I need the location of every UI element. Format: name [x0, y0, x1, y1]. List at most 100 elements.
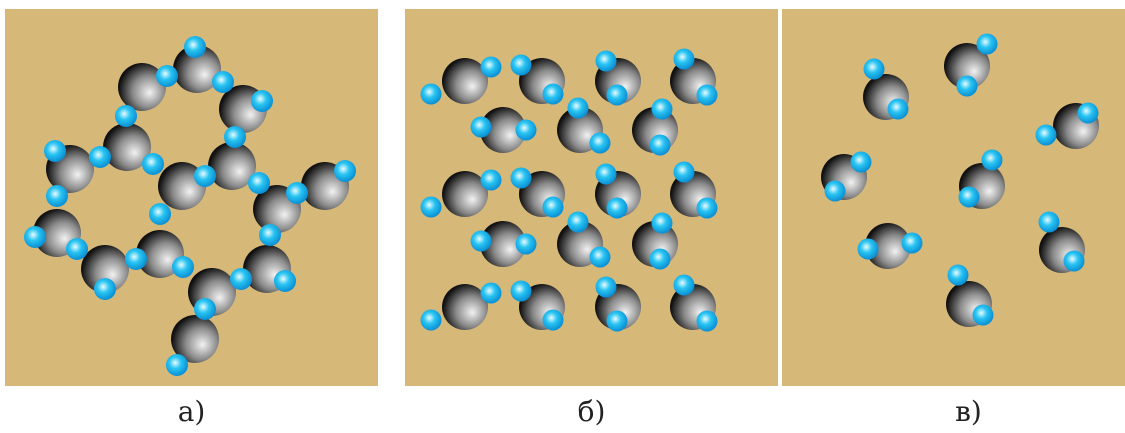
- hydrogen-atom-icon: [184, 36, 206, 58]
- hydrogen-atom-icon: [696, 84, 718, 106]
- caption-solid: а): [177, 395, 206, 428]
- panel-gas: [782, 9, 1125, 386]
- hydrogen-atom-icon: [857, 238, 879, 260]
- hydrogen-atom-icon: [696, 197, 718, 219]
- hydrogen-atom-icon: [156, 65, 178, 87]
- oxygen-atom-icon: [118, 63, 166, 111]
- hydrogen-atom-icon: [606, 197, 628, 219]
- hydrogen-atom-icon: [542, 83, 564, 105]
- hydrogen-atom-icon: [1035, 124, 1057, 146]
- hydrogen-atom-icon: [515, 233, 537, 255]
- oxygen-atom-icon: [944, 43, 990, 89]
- hydrogen-atom-icon: [976, 33, 998, 55]
- oxygen-atom-icon: [865, 223, 911, 269]
- hydrogen-atom-icon: [24, 226, 46, 248]
- hydrogen-atom-icon: [673, 161, 695, 183]
- hydrogen-atom-icon: [595, 163, 617, 185]
- hydrogen-atom-icon: [863, 58, 885, 80]
- oxygen-atom-icon: [81, 245, 129, 293]
- hydrogen-atom-icon: [94, 278, 116, 300]
- hydrogen-atom-icon: [274, 270, 296, 292]
- hydrogen-atom-icon: [480, 56, 502, 78]
- hydrogen-atom-icon: [824, 180, 846, 202]
- caption-liquid: б): [577, 395, 606, 428]
- hydrogen-atom-icon: [125, 248, 147, 270]
- hydrogen-atom-icon: [224, 126, 246, 148]
- hydrogen-atom-icon: [470, 230, 492, 252]
- hydrogen-atom-icon: [172, 256, 194, 278]
- hydrogen-atom-icon: [696, 310, 718, 332]
- hydrogen-atom-icon: [589, 246, 611, 268]
- molecule-canvas: [5, 9, 378, 386]
- hydrogen-atom-icon: [142, 153, 164, 175]
- hydrogen-atom-icon: [542, 196, 564, 218]
- hydrogen-atom-icon: [1077, 102, 1099, 124]
- oxygen-atom-icon: [442, 284, 488, 330]
- hydrogen-atom-icon: [850, 151, 872, 173]
- hydrogen-atom-icon: [947, 264, 969, 286]
- hydrogen-atom-icon: [248, 172, 270, 194]
- oxygen-atom-icon: [103, 123, 151, 171]
- hydrogen-atom-icon: [651, 212, 673, 234]
- hydrogen-atom-icon: [595, 276, 617, 298]
- hydrogen-atom-icon: [981, 149, 1003, 171]
- hydrogen-atom-icon: [420, 196, 442, 218]
- hydrogen-atom-icon: [589, 132, 611, 154]
- hydrogen-atom-icon: [651, 98, 673, 120]
- hydrogen-atom-icon: [1038, 211, 1060, 233]
- hydrogen-atom-icon: [259, 224, 281, 246]
- hydrogen-atom-icon: [887, 98, 909, 120]
- hydrogen-atom-icon: [673, 274, 695, 296]
- hydrogen-atom-icon: [567, 97, 589, 119]
- caption-gas: в): [955, 395, 982, 428]
- hydrogen-atom-icon: [212, 71, 234, 93]
- hydrogen-atom-icon: [972, 304, 994, 326]
- hydrogen-atom-icon: [542, 309, 564, 331]
- molecule-canvas: [782, 9, 1125, 386]
- hydrogen-atom-icon: [606, 310, 628, 332]
- hydrogen-atom-icon: [515, 119, 537, 141]
- hydrogen-atom-icon: [420, 309, 442, 331]
- oxygen-atom-icon: [208, 142, 256, 190]
- oxygen-atom-icon: [442, 171, 488, 217]
- hydrogen-atom-icon: [166, 354, 188, 376]
- hydrogen-atom-icon: [89, 146, 111, 168]
- oxygen-atom-icon: [173, 45, 221, 93]
- hydrogen-atom-icon: [595, 50, 617, 72]
- hydrogen-atom-icon: [470, 116, 492, 138]
- hydrogen-atom-icon: [510, 280, 532, 302]
- oxygen-atom-icon: [171, 315, 219, 363]
- hydrogen-atom-icon: [649, 134, 671, 156]
- hydrogen-atom-icon: [510, 167, 532, 189]
- hydrogen-atom-icon: [606, 84, 628, 106]
- hydrogen-atom-icon: [673, 48, 695, 70]
- oxygen-atom-icon: [480, 221, 526, 267]
- hydrogen-atom-icon: [230, 268, 252, 290]
- hydrogen-atom-icon: [194, 165, 216, 187]
- hydrogen-atom-icon: [149, 203, 171, 225]
- hydrogen-atom-icon: [115, 105, 137, 127]
- oxygen-atom-icon: [480, 107, 526, 153]
- hydrogen-atom-icon: [958, 186, 980, 208]
- oxygen-atom-icon: [158, 162, 206, 210]
- hydrogen-atom-icon: [46, 185, 68, 207]
- hydrogen-atom-icon: [956, 75, 978, 97]
- panel-solid: [5, 9, 378, 386]
- hydrogen-atom-icon: [334, 160, 356, 182]
- oxygen-atom-icon: [136, 230, 184, 278]
- hydrogen-atom-icon: [510, 54, 532, 76]
- hydrogen-atom-icon: [1063, 250, 1085, 272]
- hydrogen-atom-icon: [251, 90, 273, 112]
- hydrogen-atom-icon: [194, 298, 216, 320]
- hydrogen-atom-icon: [480, 282, 502, 304]
- oxygen-atom-icon: [442, 58, 488, 104]
- hydrogen-atom-icon: [567, 211, 589, 233]
- hydrogen-atom-icon: [66, 238, 88, 260]
- hydrogen-atom-icon: [44, 140, 66, 162]
- hydrogen-atom-icon: [480, 169, 502, 191]
- hydrogen-atom-icon: [649, 248, 671, 270]
- panel-liquid: [405, 9, 778, 386]
- molecule-canvas: [405, 9, 778, 386]
- hydrogen-atom-icon: [420, 83, 442, 105]
